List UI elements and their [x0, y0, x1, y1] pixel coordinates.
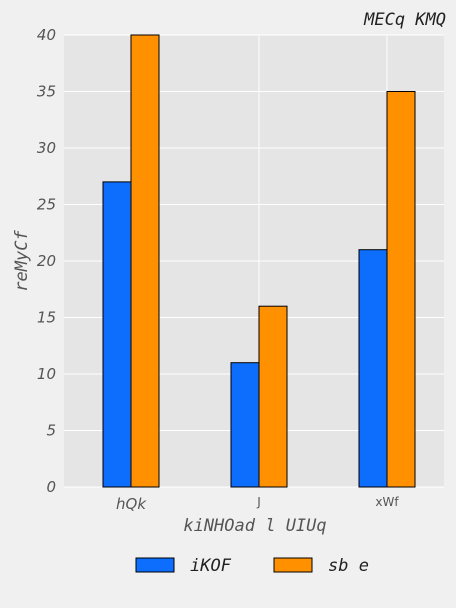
legend-swatch: [273, 557, 313, 573]
bar-iKOF-hQk: [102, 181, 132, 488]
bar-iKOF-J: [230, 362, 260, 488]
chart-title: MECq KMQ: [363, 10, 446, 30]
x-tick-label: J: [256, 495, 261, 509]
legend-swatch: [135, 557, 175, 573]
x-tick-label: xWf: [375, 495, 399, 509]
y-tick-label: 35: [37, 83, 56, 101]
y-tick-label: 40: [37, 26, 56, 44]
bar-iKOF-xWf: [358, 249, 388, 488]
y-tick-label: 0: [46, 478, 56, 496]
x-axis-label: kiNHOad l UIUq: [183, 516, 326, 536]
bars: [102, 34, 416, 488]
y-axis-ticks: 0 5 10 15 20 25 30 35 40: [37, 26, 56, 496]
bar-sb-e-xWf: [386, 91, 416, 488]
y-tick-label: 5: [46, 422, 56, 440]
y-tick-label: 10: [37, 365, 56, 383]
y-tick-label: 15: [37, 309, 56, 327]
legend-label: iKOF: [190, 556, 232, 576]
bar-sb-e-J: [258, 305, 288, 488]
bar-sb-e-hQk: [130, 34, 160, 488]
y-tick-label: 20: [37, 252, 56, 270]
x-tick-label: hQk: [116, 495, 147, 513]
y-tick-label: 25: [37, 196, 56, 214]
legend: iKOF sb e: [135, 556, 369, 576]
y-axis-label: reMyCf: [12, 230, 32, 292]
legend-label: sb e: [328, 556, 369, 576]
y-tick-label: 30: [37, 139, 56, 157]
